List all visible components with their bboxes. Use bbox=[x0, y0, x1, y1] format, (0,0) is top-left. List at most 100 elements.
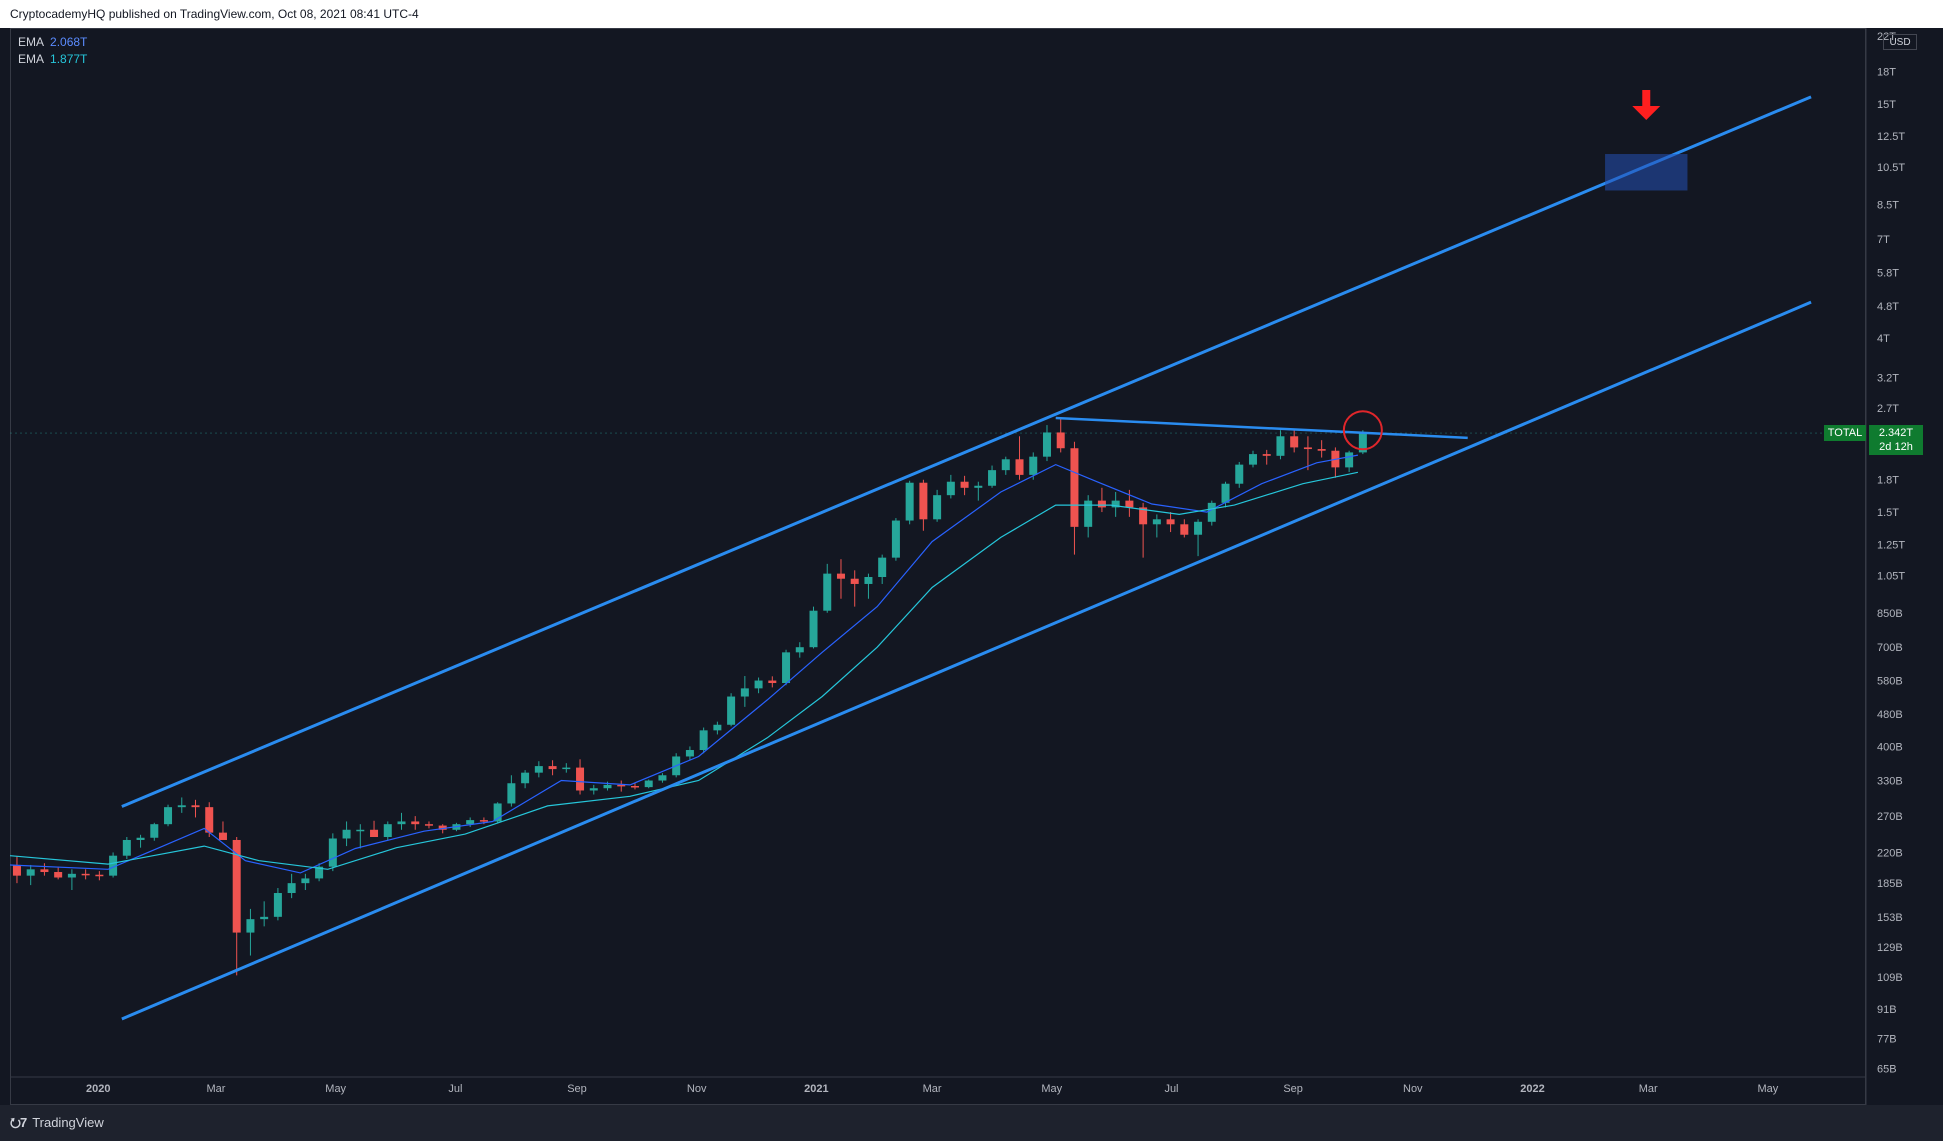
candle-body-62 bbox=[864, 577, 873, 584]
y-tick-label-22: 4.8T bbox=[1877, 301, 1899, 313]
y-tick-label-26: 10.5T bbox=[1877, 162, 1905, 174]
candle-body-90 bbox=[1248, 454, 1257, 465]
candle-body-55 bbox=[768, 680, 777, 684]
candle-body-4 bbox=[67, 873, 76, 878]
y-tick-label-10: 400B bbox=[1877, 741, 1903, 753]
candle-body-23 bbox=[328, 838, 337, 867]
x-tick-label-1: Mar bbox=[207, 1083, 226, 1095]
y-tick-label-25: 8.5T bbox=[1877, 200, 1899, 212]
candle-body-68 bbox=[946, 481, 955, 496]
candle-body-50 bbox=[699, 730, 708, 751]
candle-body-5 bbox=[81, 873, 90, 876]
target-zone-box bbox=[1605, 154, 1688, 191]
candle-body-87 bbox=[1207, 502, 1216, 522]
y-tick-label-12: 580B bbox=[1877, 676, 1903, 688]
candle-body-18 bbox=[260, 916, 269, 920]
candle-body-52 bbox=[727, 696, 736, 725]
x-tick-label-3: Jul bbox=[448, 1083, 462, 1095]
ema-legend-row-2[interactable]: EMA 1.877T bbox=[18, 51, 87, 68]
y-tick-label-6: 185B bbox=[1877, 878, 1903, 890]
candle-body-6 bbox=[95, 874, 104, 877]
candle-body-8 bbox=[122, 839, 131, 856]
candle-body-95 bbox=[1317, 449, 1326, 451]
y-tick-label-2: 91B bbox=[1877, 1004, 1897, 1016]
candle-body-1 bbox=[26, 869, 35, 876]
x-tick-label-6: 2021 bbox=[804, 1083, 828, 1095]
candle-body-13 bbox=[191, 805, 200, 808]
candle-body-57 bbox=[795, 647, 804, 653]
candle-body-17 bbox=[246, 919, 255, 933]
candle-body-9 bbox=[136, 837, 145, 840]
candle-body-67 bbox=[933, 495, 942, 520]
ema-2-label: EMA bbox=[18, 52, 45, 66]
candle-body-26 bbox=[370, 829, 379, 838]
x-tick-label-4: Sep bbox=[567, 1083, 587, 1095]
candle-body-81 bbox=[1125, 500, 1134, 508]
x-tick-label-13: Mar bbox=[1639, 1083, 1658, 1095]
y-tick-label-4: 129B bbox=[1877, 942, 1903, 954]
y-tick-label-30: 22T bbox=[1877, 31, 1896, 43]
candle-body-33 bbox=[466, 820, 475, 825]
y-tick-label-24: 7T bbox=[1877, 234, 1890, 246]
candle-body-70 bbox=[974, 485, 983, 488]
ema-legend-row-1[interactable]: EMA 2.068T bbox=[18, 34, 87, 51]
x-tick-label-2: May bbox=[325, 1083, 346, 1095]
candle-body-49 bbox=[685, 750, 694, 757]
candle-body-10 bbox=[150, 824, 159, 838]
y-tick-label-20: 3.2T bbox=[1877, 373, 1899, 385]
candle-body-75 bbox=[1042, 432, 1051, 457]
x-tick-label-0: 2020 bbox=[86, 1083, 110, 1095]
candle-body-86 bbox=[1194, 521, 1203, 535]
candle-body-88 bbox=[1221, 483, 1230, 503]
candle-body-28 bbox=[397, 821, 406, 825]
candle-body-15 bbox=[218, 832, 227, 840]
y-tick-label-21: 4T bbox=[1877, 333, 1890, 345]
candle-body-51 bbox=[713, 724, 722, 731]
candle-body-60 bbox=[836, 573, 845, 579]
tradingview-logo-icon[interactable]: ⭮7 bbox=[10, 1115, 27, 1130]
candle-body-65 bbox=[905, 482, 914, 521]
candle-body-19 bbox=[273, 893, 282, 917]
publish-header-text: CryptocademyHQ published on TradingView.… bbox=[10, 7, 419, 21]
candle-body-82 bbox=[1139, 507, 1148, 525]
candle-body-58 bbox=[809, 610, 818, 648]
footer-brand[interactable]: TradingView bbox=[32, 1115, 104, 1130]
y-tick-label-23: 5.8T bbox=[1877, 267, 1899, 279]
candle-body-40 bbox=[562, 767, 571, 770]
candle-body-31 bbox=[438, 825, 447, 830]
publish-header: CryptocademyHQ published on TradingView.… bbox=[0, 0, 1943, 28]
candle-body-77 bbox=[1070, 448, 1079, 527]
candle-body-21 bbox=[301, 878, 310, 884]
candle-body-78 bbox=[1084, 500, 1093, 527]
candle-body-56 bbox=[782, 652, 791, 684]
candle-body-29 bbox=[411, 821, 420, 825]
currency-label[interactable]: USD bbox=[1883, 34, 1917, 50]
y-tick-label-0: 65B bbox=[1877, 1064, 1897, 1076]
ema-1-value: 2.068T bbox=[50, 35, 88, 49]
candle-body-25 bbox=[356, 829, 365, 832]
candle-body-39 bbox=[548, 766, 557, 770]
channel-lower-line bbox=[121, 300, 1812, 1021]
candle-body-38 bbox=[534, 766, 543, 773]
candle-body-97 bbox=[1345, 452, 1354, 468]
x-tick-label-12: 2022 bbox=[1520, 1083, 1544, 1095]
bar-countdown: 2d 12h bbox=[1879, 441, 1913, 453]
ema-line-2 bbox=[10, 471, 1359, 870]
candle-body-85 bbox=[1180, 524, 1189, 535]
candle-body-22 bbox=[315, 866, 324, 879]
last-price-value: 2.342T bbox=[1878, 427, 1914, 439]
candle-body-24 bbox=[342, 829, 351, 839]
y-tick-label-28: 15T bbox=[1877, 99, 1896, 111]
y-tick-label-14: 850B bbox=[1877, 608, 1903, 620]
candle-body-54 bbox=[754, 680, 763, 689]
y-tick-label-11: 480B bbox=[1877, 709, 1903, 721]
candle-body-0 bbox=[12, 864, 21, 876]
candle-body-83 bbox=[1152, 519, 1161, 525]
candle-body-76 bbox=[1056, 432, 1065, 449]
y-tick-label-27: 12.5T bbox=[1877, 131, 1905, 143]
ema-1-label: EMA bbox=[18, 35, 45, 49]
y-tick-label-29: 18T bbox=[1877, 66, 1896, 78]
candle-body-91 bbox=[1262, 454, 1271, 456]
candle-body-27 bbox=[383, 824, 392, 838]
